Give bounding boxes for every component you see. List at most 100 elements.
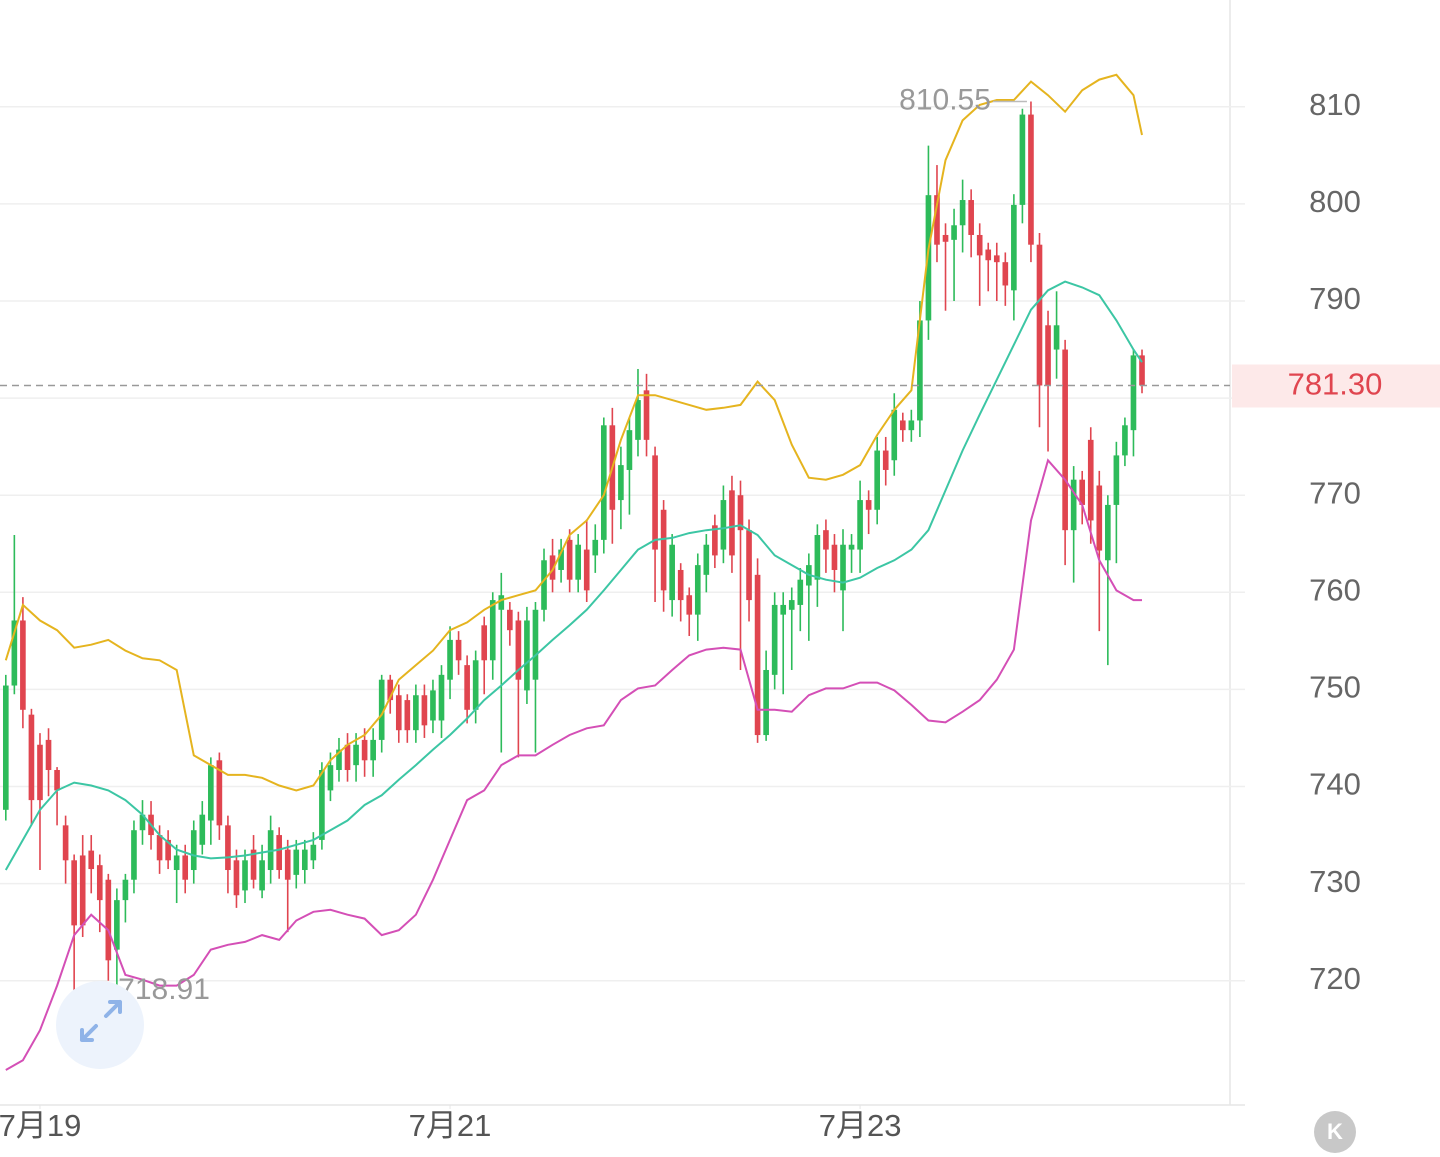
- candle-body: [592, 539, 599, 556]
- candle-body: [2, 685, 9, 810]
- expand-button[interactable]: [56, 981, 144, 1069]
- y-tick-label: 800: [1309, 184, 1361, 219]
- candle-body: [1105, 504, 1111, 561]
- y-tick-label: 750: [1309, 670, 1361, 705]
- candle-body: [823, 530, 829, 550]
- bollinger-band: [4, 280, 1143, 871]
- candle-body: [507, 609, 513, 631]
- candle-body: [660, 509, 667, 591]
- candle-body: [797, 579, 804, 605]
- candle-body: [301, 849, 308, 871]
- candle-body: [1130, 355, 1137, 431]
- candle-body: [925, 195, 932, 321]
- candle-body: [310, 844, 317, 861]
- candle-body: [327, 765, 334, 791]
- candle-body: [1070, 479, 1077, 531]
- candle-body: [891, 409, 898, 461]
- candle-body: [1113, 455, 1120, 505]
- candle-body: [336, 749, 342, 771]
- candle-body: [1045, 325, 1051, 386]
- expand-button-bg[interactable]: [56, 981, 144, 1069]
- candle-body: [746, 530, 752, 601]
- candle-body: [199, 814, 206, 845]
- candle-body: [908, 420, 915, 431]
- candle-body: [344, 744, 351, 771]
- candle-body: [182, 855, 189, 880]
- candle-body: [515, 620, 522, 680]
- candle-body: [583, 549, 590, 591]
- x-tick-label: 7月23: [819, 1108, 902, 1143]
- candle-body: [11, 620, 18, 686]
- candle-body: [677, 569, 684, 601]
- candle-body: [225, 825, 231, 871]
- candle-body: [1053, 325, 1060, 350]
- candle-body: [780, 604, 787, 615]
- candle-body: [643, 390, 650, 440]
- candle-body: [131, 830, 137, 880]
- candle-body: [1036, 244, 1043, 386]
- candle-body: [28, 714, 35, 801]
- kline-button[interactable]: K: [1314, 1111, 1356, 1153]
- candle-body: [1002, 262, 1009, 286]
- candle-body: [848, 544, 855, 550]
- candle-body: [276, 835, 282, 871]
- candle-body: [618, 465, 624, 501]
- candle-body: [814, 535, 821, 580]
- candle-body: [455, 639, 462, 661]
- candle-body: [45, 739, 52, 771]
- candle-body: [942, 234, 949, 242]
- candle-body: [917, 320, 923, 421]
- candle-body: [968, 200, 974, 235]
- y-tick-label: 760: [1309, 572, 1361, 607]
- candle-body: [1028, 114, 1034, 245]
- candle-body: [899, 420, 906, 431]
- candle-body: [404, 700, 411, 731]
- candle-body: [293, 849, 300, 875]
- last-price-box: [1232, 364, 1440, 408]
- candle-body: [1062, 349, 1068, 531]
- candle-body: [165, 839, 171, 861]
- candle-body: [438, 674, 445, 721]
- candle-body: [959, 200, 966, 226]
- candle-body: [216, 760, 223, 826]
- candle-body: [934, 195, 940, 245]
- candle-body: [472, 660, 479, 710]
- candle-body: [720, 500, 727, 550]
- candle-body: [233, 860, 240, 896]
- candle-body: [524, 620, 530, 691]
- candle-body: [976, 234, 983, 256]
- candle-body: [558, 549, 564, 570]
- candle-body: [250, 849, 257, 880]
- candle-body: [259, 860, 265, 891]
- candle-body: [694, 565, 701, 615]
- candle-body: [413, 695, 419, 731]
- last-price-label: 781.30: [1288, 367, 1383, 402]
- candle-body: [447, 639, 453, 680]
- candle-body: [729, 490, 735, 556]
- expand-icon[interactable]: [80, 1000, 122, 1042]
- candle-body: [1011, 204, 1017, 291]
- candle-body: [96, 865, 103, 901]
- candle-body: [319, 770, 325, 840]
- candle-body: [712, 525, 718, 556]
- candle-body: [430, 690, 436, 721]
- candle-body: [139, 814, 146, 831]
- bollinger-band: [5, 458, 1142, 1071]
- candle-body: [1019, 114, 1026, 205]
- kline-button-label[interactable]: K: [1327, 1119, 1343, 1144]
- candle-body: [122, 879, 129, 901]
- candle-body: [1079, 479, 1086, 505]
- candle-body: [857, 500, 863, 550]
- candle-body: [575, 544, 581, 580]
- candle-body: [737, 495, 744, 531]
- kline-button-bg[interactable]: [1314, 1111, 1356, 1153]
- candle-body: [754, 574, 761, 736]
- candle-body: [1087, 439, 1094, 521]
- candle-body: [763, 669, 769, 736]
- candle-body: [635, 400, 641, 440]
- candle-body: [464, 665, 470, 710]
- candle-body: [626, 430, 633, 470]
- candle-body: [105, 879, 112, 961]
- candle-body: [37, 744, 43, 801]
